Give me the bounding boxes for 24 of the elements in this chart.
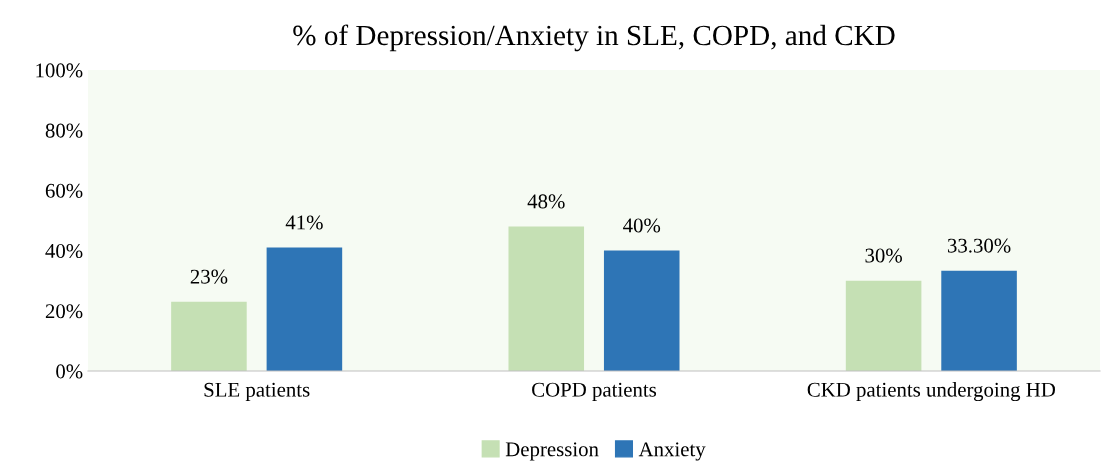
chart-title: % of Depression/Anxiety in SLE, COPD, and CKD bbox=[293, 24, 895, 52]
data-label: 48% bbox=[527, 194, 565, 209]
y-tick-label: 20% bbox=[45, 304, 83, 319]
legend-label: Depression bbox=[505, 442, 599, 461]
x-tick-label: SLE patients bbox=[204, 382, 310, 401]
y-tick-label: 100% bbox=[36, 63, 83, 78]
x-tick-label: COPD patients bbox=[532, 382, 657, 401]
y-tick-label: 0% bbox=[56, 364, 83, 379]
data-label: 40% bbox=[623, 218, 661, 233]
y-tick-label: 60% bbox=[45, 183, 83, 198]
y-tick-label: 80% bbox=[45, 123, 83, 138]
bar bbox=[266, 247, 343, 371]
bar bbox=[508, 226, 585, 371]
data-label: 30% bbox=[865, 248, 902, 263]
y-tick-label: 40% bbox=[45, 243, 83, 259]
data-label: 23% bbox=[190, 269, 228, 284]
bar bbox=[603, 250, 680, 371]
x-tick-label: CKD patients undergoing HD bbox=[807, 382, 1056, 402]
data-label: 33.30% bbox=[947, 238, 1011, 253]
data-label: 41% bbox=[285, 215, 323, 230]
legend-label: Anxiety bbox=[638, 442, 706, 461]
bar bbox=[845, 280, 922, 371]
bar bbox=[941, 270, 1017, 371]
bar bbox=[171, 301, 247, 371]
